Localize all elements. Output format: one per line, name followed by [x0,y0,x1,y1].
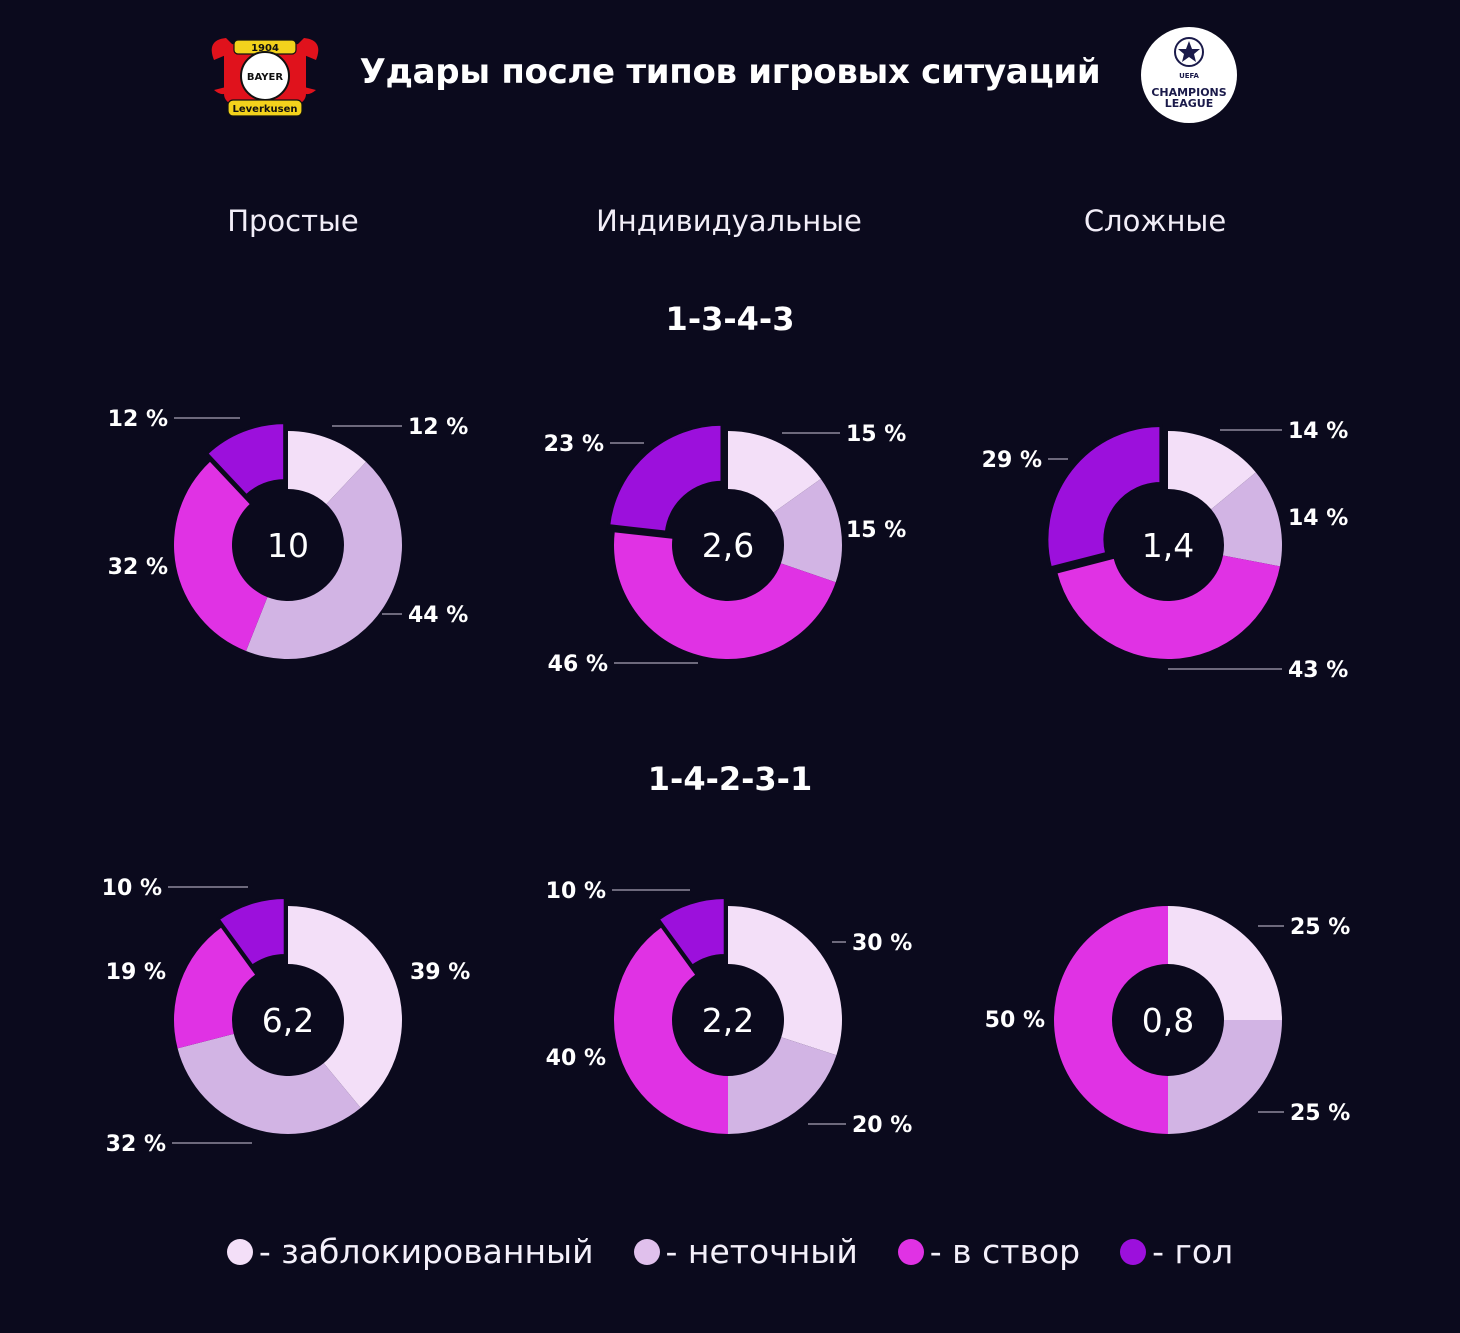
logo-uefa-text: UEFA [1179,72,1199,80]
donut-2-label-inaccurate: 15 % [846,518,906,543]
bayer-leverkusen-logo: 1904 BAYER Leverkusen [206,30,324,122]
donut-4-slice-blocked [288,906,402,1108]
formation-label-1343: 1-3-4-3 [665,300,795,338]
legend-label-goal: - гол [1152,1232,1234,1271]
donut-4-label-goal: 10 % [102,876,162,901]
legend-swatch-on-target [897,1238,924,1265]
logo-champions-text: CHAMPIONS [1151,86,1226,99]
donut-2-label-on-target: 46 % [548,652,608,677]
donut-6-slice-on-target [1054,906,1168,1134]
logo-league-text: LEAGUE [1165,97,1214,110]
column-header-complex: Сложные [1083,204,1227,238]
legend: - заблокированный - неточный - в створ -… [0,1232,1460,1271]
donut-5-center-value: 2,2 [702,1001,754,1040]
donut-1-center-value: 10 [267,526,309,565]
donut-3-label-inaccurate: 14 % [1288,506,1348,531]
legend-item-inaccurate: - неточный [633,1232,858,1271]
legend-item-blocked: - заблокированный [226,1232,594,1271]
legend-swatch-inaccurate [633,1238,660,1265]
donut-3-slice-blocked [1168,431,1256,510]
donut-4-label-blocked: 39 % [410,960,470,985]
donut-3-slice-on-target [1057,555,1280,659]
donut-3-label-blocked: 14 % [1288,419,1348,444]
legend-swatch-goal [1120,1238,1147,1265]
donut-6-label-inaccurate: 25 % [1290,1101,1350,1126]
donut-1-label-blocked: 12 % [408,415,468,440]
donut-4-slice-on-target [173,927,256,1049]
donut-2-label-blocked: 15 % [846,422,906,447]
donut-4-label-inaccurate: 32 % [106,1132,166,1157]
page-title: Удары после типов игровых ситуаций [359,52,1101,92]
champions-league-logo: UEFA CHAMPIONS LEAGUE [1140,26,1238,124]
column-header-simple: Простые [227,204,359,238]
formation-label-14231: 1-4-2-3-1 [647,760,813,798]
donut-5-label-goal: 10 % [546,879,606,904]
donut-3-slice-goal [1045,423,1163,570]
donut-4-slice-goal [216,895,287,969]
donut-2-slice-blocked [728,431,821,513]
donut-3-slice-inaccurate [1211,472,1283,567]
donut-6-label-on-target: 50 % [985,1008,1045,1033]
donut-1-label-goal: 12 % [108,407,168,432]
donut-1-slice-goal [204,421,287,498]
donut-1-slice-blocked [288,431,367,505]
donut-2-slice-goal [607,422,724,534]
legend-swatch-blocked [226,1238,253,1265]
donut-3-label-on-target: 43 % [1288,658,1348,683]
donut-5-slice-blocked [728,906,842,1056]
donut-6-center-value: 0,8 [1142,1001,1194,1040]
donut-2-slice-on-target [613,532,836,660]
donut-5-slice-goal [656,895,727,969]
donut-1-slice-inaccurate [246,461,403,659]
logo-bayer-text: BAYER [247,72,283,83]
donut-1-slice-on-target [174,461,268,651]
donut-4-center-value: 6,2 [262,1001,314,1040]
legend-label-blocked: - заблокированный [258,1232,594,1271]
donut-4-label-on-target: 19 % [106,960,166,985]
legend-item-goal: - гол [1120,1232,1233,1271]
column-header-individual: Индивидуальные [596,204,862,238]
donut-5-label-inaccurate: 20 % [852,1113,912,1138]
donut-5-label-blocked: 30 % [852,931,912,956]
donut-1-label-inaccurate: 44 % [408,603,468,628]
donut-5-slice-inaccurate [728,1037,837,1134]
donut-6-slice-inaccurate [1168,1020,1282,1134]
logo-year-text: 1904 [251,43,279,54]
legend-label-inaccurate: - неточный [665,1232,858,1271]
legend-item-on-target: - в створ [897,1232,1081,1271]
donut-2-center-value: 2,6 [702,526,754,565]
donut-4-slice-inaccurate [177,1033,361,1134]
donut-5-slice-on-target [613,927,728,1134]
donut-5-label-on-target: 40 % [546,1046,606,1071]
donut-2-label-goal: 23 % [544,432,604,457]
donut-6-label-blocked: 25 % [1290,915,1350,940]
donut-1-label-on-target: 32 % [108,555,168,580]
donut-3-label-goal: 29 % [982,448,1042,473]
donut-6-slice-blocked [1168,906,1282,1020]
donut-2-slice-inaccurate [773,478,842,583]
legend-label-on-target: - в створ [929,1232,1081,1271]
logo-city-text: Leverkusen [232,104,297,115]
donut-3-center-value: 1,4 [1142,526,1194,565]
